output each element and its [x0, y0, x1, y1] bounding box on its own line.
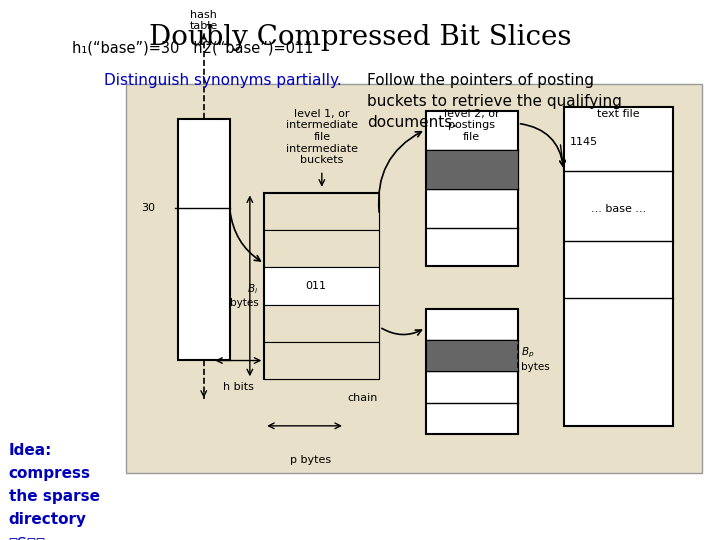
Bar [426, 309, 518, 434]
Text: 1145: 1145 [570, 137, 598, 147]
Text: $B_i$
bytes: $B_i$ bytes [230, 282, 258, 308]
Text: Distinguish synonyms partially.: Distinguish synonyms partially. [104, 73, 342, 88]
Text: level 1, or
intermediate
file: level 1, or intermediate file [286, 109, 358, 142]
Text: Idea:: Idea: [9, 443, 52, 458]
Text: $B_p$
bytes: $B_p$ bytes [521, 346, 549, 372]
Text: 30: 30 [141, 203, 155, 213]
Bar [264, 305, 379, 342]
Bar [264, 193, 379, 230]
Text: h bits: h bits [223, 382, 253, 392]
Bar [426, 111, 518, 266]
Bar [264, 230, 379, 267]
Text: p bytes: p bytes [289, 455, 331, 465]
Bar [426, 150, 518, 188]
Text: 當S變小: 當S變小 [9, 536, 46, 540]
Text: h₁(“base”)=30   h2(“base”)=011: h₁(“base”)=30 h2(“base”)=011 [72, 40, 313, 56]
Bar [264, 342, 379, 379]
Text: text file: text file [597, 109, 640, 119]
Text: Doubly Compressed Bit Slices: Doubly Compressed Bit Slices [149, 24, 571, 51]
Bar [264, 267, 379, 305]
Bar [564, 107, 673, 426]
Text: intermediate
buckets: intermediate buckets [286, 144, 358, 165]
Text: chain: chain [347, 393, 377, 402]
Bar [264, 193, 379, 379]
Text: compress: compress [9, 466, 91, 481]
Text: 011: 011 [305, 281, 327, 291]
Bar [178, 119, 230, 360]
Text: ... base ...: ... base ... [591, 204, 646, 214]
Text: level 2, or
postings
file: level 2, or postings file [444, 109, 500, 142]
Text: Follow the pointers of posting
buckets to retrieve the qualifying
documents.: Follow the pointers of posting buckets t… [367, 73, 622, 130]
Bar [126, 84, 702, 472]
Text: directory: directory [9, 512, 86, 528]
Text: the sparse: the sparse [9, 489, 99, 504]
Text: hash
table: hash table [189, 10, 218, 31]
Bar [426, 340, 518, 372]
